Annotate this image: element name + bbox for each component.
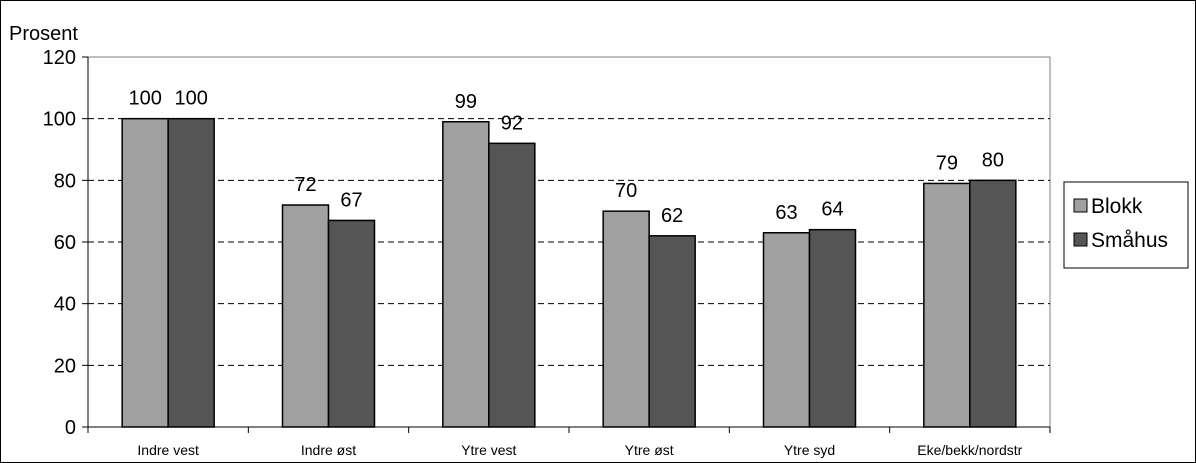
bar (602, 210, 650, 428)
legend-label: Blokk (1091, 195, 1143, 218)
legend-swatch (1073, 198, 1088, 213)
data-label: 62 (661, 205, 683, 227)
bar (488, 142, 536, 428)
x-tick-label: Indre vest (137, 442, 199, 458)
y-tick-label: 40 (54, 294, 76, 316)
bar (808, 228, 857, 428)
y-axis-title: Prosent (9, 23, 78, 45)
data-label: 80 (982, 149, 1004, 171)
data-label: 63 (775, 202, 797, 224)
bar (121, 117, 169, 428)
data-label: 70 (615, 180, 637, 202)
bar (762, 232, 811, 428)
data-label: 79 (936, 152, 958, 174)
y-tick-label: 100 (43, 109, 76, 131)
data-label: 100 (128, 88, 161, 110)
bar (442, 121, 490, 428)
data-label: 92 (501, 112, 523, 134)
bar (969, 179, 1017, 428)
bar (281, 204, 330, 428)
bar (648, 235, 696, 428)
y-tick-label: 20 (54, 355, 76, 377)
legend-swatch (1073, 232, 1088, 247)
legend: Blokk Småhus (1063, 181, 1189, 269)
data-label: 72 (294, 174, 316, 196)
bar (167, 117, 215, 428)
y-tick-label: 0 (65, 417, 76, 439)
x-tick-label: Ytre syd (784, 442, 835, 458)
x-tick-label: Ytre vest (461, 442, 516, 458)
y-tick-label: 120 (43, 47, 76, 69)
data-label: 67 (340, 189, 362, 211)
legend-label: Småhus (1091, 229, 1168, 252)
bar (923, 182, 971, 428)
plot-area: 0 20 40 60 80 100 120 100 100 Indre vest 72 67 Indre… (43, 47, 1051, 458)
bar (327, 219, 376, 428)
data-label: 64 (821, 199, 843, 221)
y-tick-label: 60 (54, 232, 76, 254)
x-tick-label: Indre øst (301, 442, 356, 458)
x-tick-label: Eke/bekk/nordstr (917, 442, 1022, 458)
data-label: 99 (455, 91, 477, 113)
legend-box (1063, 181, 1189, 269)
x-tick-label: Ytre øst (625, 442, 674, 458)
y-tick-label: 80 (54, 170, 76, 192)
data-label: 100 (174, 88, 207, 110)
